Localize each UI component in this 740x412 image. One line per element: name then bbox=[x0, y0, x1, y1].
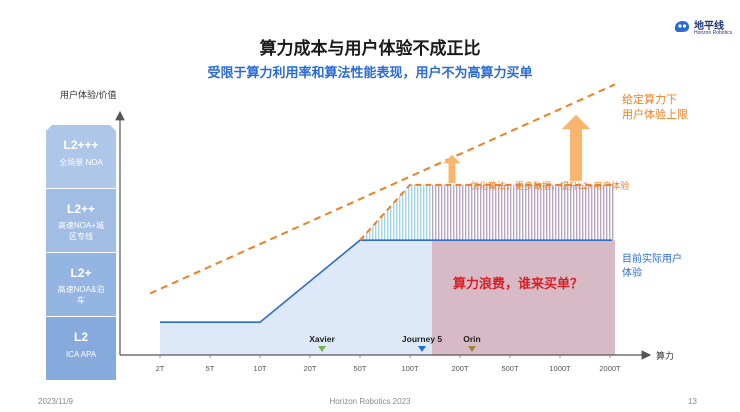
chart-labels: 算力浪费，谁来买单？ 优化算法，更多数据，提升L2+用户体验 给定算力下用户体验上限… bbox=[453, 92, 688, 291]
x-tick-label: 10T bbox=[254, 364, 267, 373]
level-desc: 车 bbox=[77, 295, 85, 305]
current-experience-line bbox=[160, 239, 612, 324]
chip-label: Journey 5 bbox=[402, 334, 442, 344]
compute-cap-line bbox=[359, 183, 612, 241]
footer-company: Horizon Robotics 2023 bbox=[329, 397, 411, 406]
improve-arrow-small bbox=[443, 154, 461, 183]
chart-series bbox=[149, 83, 616, 324]
wasted-compute-area bbox=[432, 240, 615, 355]
x-tick-label: 2T bbox=[156, 364, 165, 373]
chart-ticks: 2T 5T 10T 20T 50T 100T 200T 500T 1000T 2000T bbox=[156, 355, 621, 373]
chip-marker bbox=[418, 346, 426, 352]
x-tick-label: 100T bbox=[401, 364, 419, 373]
level-name: L2++ bbox=[67, 202, 95, 216]
x-tick-label: 5T bbox=[206, 364, 215, 373]
current-experience-area bbox=[160, 240, 432, 355]
level-desc: 区专线 bbox=[69, 231, 93, 241]
company-logo: 地平线 Horizon Robotics bbox=[673, 16, 733, 44]
x-tick-label: 1000T bbox=[549, 364, 571, 373]
waste-annotation: 算力浪费，谁来买单？ bbox=[453, 276, 583, 291]
experience-cap-line bbox=[149, 83, 616, 295]
experience-cap-label-2: 用户体验上限 bbox=[622, 107, 688, 121]
improve-annotation: 优化算法，更多数据，提升L2+用户体验 bbox=[470, 180, 629, 191]
level-desc: 高速NOA&泊 bbox=[58, 284, 105, 294]
improvement-area-right bbox=[432, 184, 615, 241]
footer-date: 2023/11/9 bbox=[38, 397, 73, 406]
page-title: 算力成本与用户体验不成正比 bbox=[259, 39, 481, 58]
chip-marker bbox=[468, 346, 476, 352]
experience-cap-label-1: 给定算力下 bbox=[622, 92, 677, 106]
level-block bbox=[46, 253, 116, 316]
chart-background bbox=[160, 184, 615, 355]
x-tick-label: 500T bbox=[501, 364, 519, 373]
x-tick-label: 20T bbox=[304, 364, 317, 373]
level-desc: ICA APA bbox=[66, 350, 97, 359]
x-tick-label: 200T bbox=[451, 364, 469, 373]
page-subtitle: 受限于算力利用率和算法性能表现，用户不为高算力买单 bbox=[207, 65, 533, 80]
chip-label: Orin bbox=[463, 334, 480, 344]
y-axis-label: 用户体验/价值 bbox=[60, 89, 117, 100]
chart-chips: Xavier Journey 5 Orin bbox=[309, 334, 481, 352]
level-block bbox=[46, 125, 116, 188]
improve-arrow-large bbox=[561, 114, 591, 181]
level-desc: 全场景 NOA bbox=[59, 157, 103, 167]
improvement-area-left bbox=[360, 184, 432, 241]
chip-label: Xavier bbox=[309, 334, 335, 344]
x-axis-label: 算力 bbox=[656, 350, 674, 361]
level-name: L2+++ bbox=[63, 138, 98, 152]
level-block bbox=[46, 317, 116, 380]
footer-page-number: 13 bbox=[688, 397, 697, 406]
current-experience-label-1: 目前实际用户 bbox=[622, 252, 682, 265]
horizon-logo-icon bbox=[674, 21, 689, 32]
level-desc: 高速NOA+城 bbox=[58, 220, 104, 230]
logo-name-cn: 地平线 bbox=[694, 21, 724, 32]
level-name: L2+ bbox=[70, 266, 91, 280]
level-block bbox=[46, 189, 116, 252]
logo-name-en: Horizon Robotics bbox=[694, 30, 733, 36]
current-experience-label-2: 体验 bbox=[622, 266, 642, 279]
x-tick-label: 50T bbox=[354, 364, 367, 373]
level-name: L2 bbox=[74, 330, 88, 344]
x-tick-label: 2000T bbox=[599, 364, 621, 373]
chip-marker bbox=[318, 346, 326, 352]
